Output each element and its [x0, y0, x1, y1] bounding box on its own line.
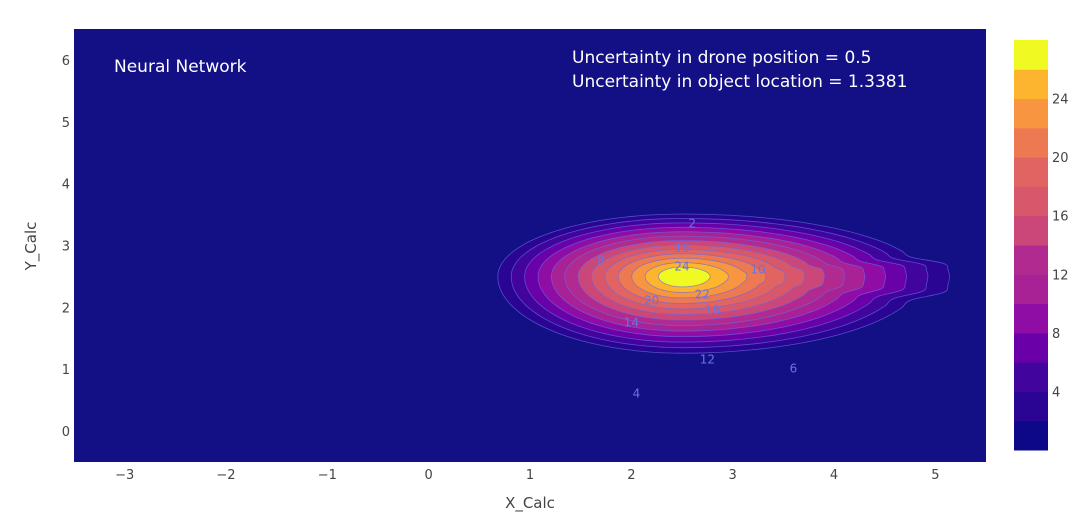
contour-label: 2	[688, 216, 696, 230]
contour-label: 14	[624, 315, 639, 329]
x-tick-label: 5	[931, 468, 939, 483]
y-tick-label: 3	[62, 240, 70, 255]
x-tick-label: 1	[526, 468, 534, 483]
contour-label: 10	[750, 263, 765, 277]
x-tick-label: 0	[425, 468, 433, 483]
contour-label: 6	[790, 362, 798, 376]
y-tick-label: 1	[62, 363, 70, 378]
colorbar-band	[1014, 215, 1048, 246]
colorbar-band	[1014, 157, 1048, 187]
colorbar-band	[1014, 391, 1048, 422]
y-axis-title: Y_Calc	[22, 222, 41, 272]
chart-title-annotation: Neural Network	[114, 57, 247, 77]
contour-label: 24	[674, 260, 689, 274]
contour-label: 18	[705, 303, 720, 317]
colorbar-band	[1014, 186, 1048, 217]
x-tick-label: −1	[318, 468, 337, 483]
contour-label: 20	[644, 294, 659, 308]
contour-label: 16	[674, 241, 689, 255]
colorbar-band	[1014, 69, 1048, 100]
colorbar-tick-label: 12	[1052, 268, 1069, 283]
x-tick-label: 4	[830, 468, 838, 483]
y-tick-label: 6	[62, 54, 70, 69]
colorbar	[1014, 40, 1048, 451]
colorbar-band	[1014, 245, 1048, 275]
contour-label: 4	[633, 386, 641, 400]
contour-label: 12	[700, 352, 715, 366]
contour-label: 22	[695, 287, 710, 301]
colorbar-tick-labels: 4 8 12 16 20 24	[1052, 93, 1069, 401]
colorbar-band	[1014, 420, 1048, 451]
colorbar-band	[1014, 127, 1048, 158]
contour-fills	[497, 213, 950, 354]
x-tick-label: −2	[216, 468, 235, 483]
colorbar-tick-label: 4	[1052, 385, 1060, 400]
y-tick-label: 5	[62, 116, 70, 131]
contour-label: 8	[597, 253, 605, 267]
colorbar-tick-label: 20	[1052, 151, 1069, 166]
annotation-drone-uncertainty: Uncertainty in drone position = 0.5	[572, 48, 872, 68]
x-tick-label: 2	[627, 468, 635, 483]
colorbar-band	[1014, 303, 1048, 334]
colorbar-band	[1014, 332, 1048, 363]
x-tick-label: 3	[729, 468, 737, 483]
colorbar-band	[1014, 362, 1048, 392]
x-axis-title: X_Calc	[505, 494, 555, 513]
y-tick-label: 4	[62, 178, 70, 193]
x-tick-labels: −3 −2 −1 0 1 2 3 4 5	[115, 468, 939, 483]
colorbar-band	[1014, 40, 1048, 70]
colorbar-tick-label: 16	[1052, 210, 1069, 225]
colorbar-band	[1014, 274, 1048, 305]
y-tick-label: 0	[62, 425, 70, 440]
annotation-object-uncertainty: Uncertainty in object location = 1.3381	[572, 72, 907, 92]
y-tick-label: 2	[62, 301, 70, 316]
contour-level-26	[658, 266, 711, 288]
colorbar-tick-label: 8	[1052, 327, 1060, 342]
y-tick-labels: 0 1 2 3 4 5 6	[62, 54, 70, 440]
colorbar-band	[1014, 98, 1048, 129]
colorbar-tick-label: 24	[1052, 93, 1069, 108]
x-tick-label: −3	[115, 468, 134, 483]
